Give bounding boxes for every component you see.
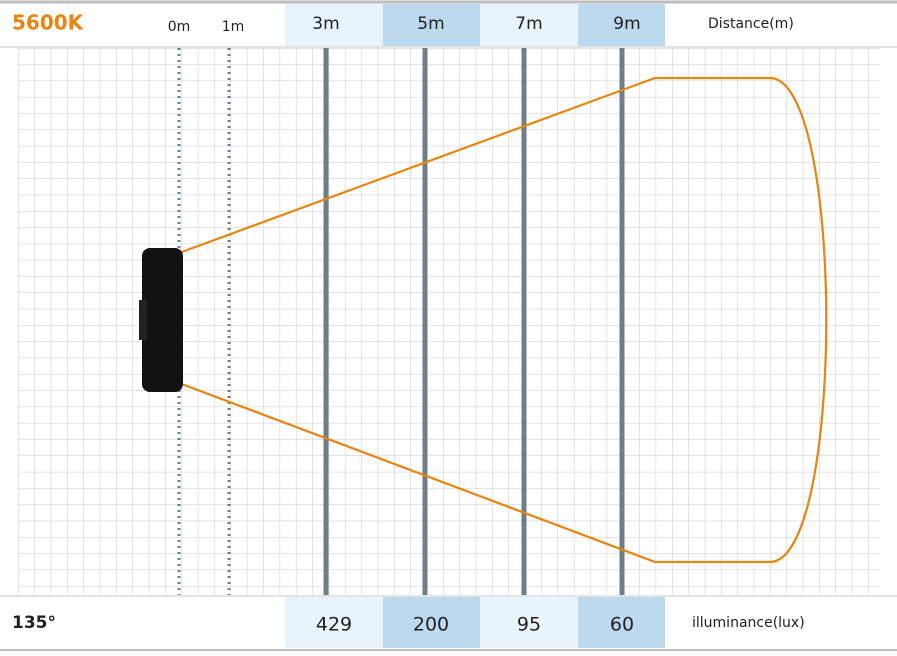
header-cell — [383, 4, 480, 46]
distance-label: 9m — [613, 14, 640, 34]
distance-label: 3m — [312, 14, 339, 34]
color-temperature: 5600K — [12, 11, 85, 35]
illuminance-value: 95 — [517, 614, 541, 636]
footer-cell — [480, 597, 578, 648]
distance-label: 1m — [222, 19, 245, 35]
axis-label: Distance(m) — [708, 16, 794, 32]
lamp-bracket — [139, 300, 147, 340]
distance-label: 0m — [168, 19, 191, 35]
header-cell — [578, 4, 665, 46]
axis-label: illuminance(lux) — [692, 615, 805, 631]
beam-outline — [178, 76, 828, 564]
lamp — [142, 248, 183, 392]
footer-cell — [578, 597, 665, 648]
illuminance-value: 60 — [610, 614, 634, 636]
header-cell — [480, 4, 578, 46]
illuminance-value: 200 — [413, 614, 449, 636]
distance-label: 5m — [417, 14, 444, 34]
illuminance-value: 429 — [316, 614, 352, 636]
footer-cell — [383, 597, 480, 648]
footer-cell — [285, 597, 383, 648]
beam-angle: 135° — [12, 613, 56, 633]
header-cell — [285, 4, 383, 46]
distance-label: 7m — [515, 14, 542, 34]
